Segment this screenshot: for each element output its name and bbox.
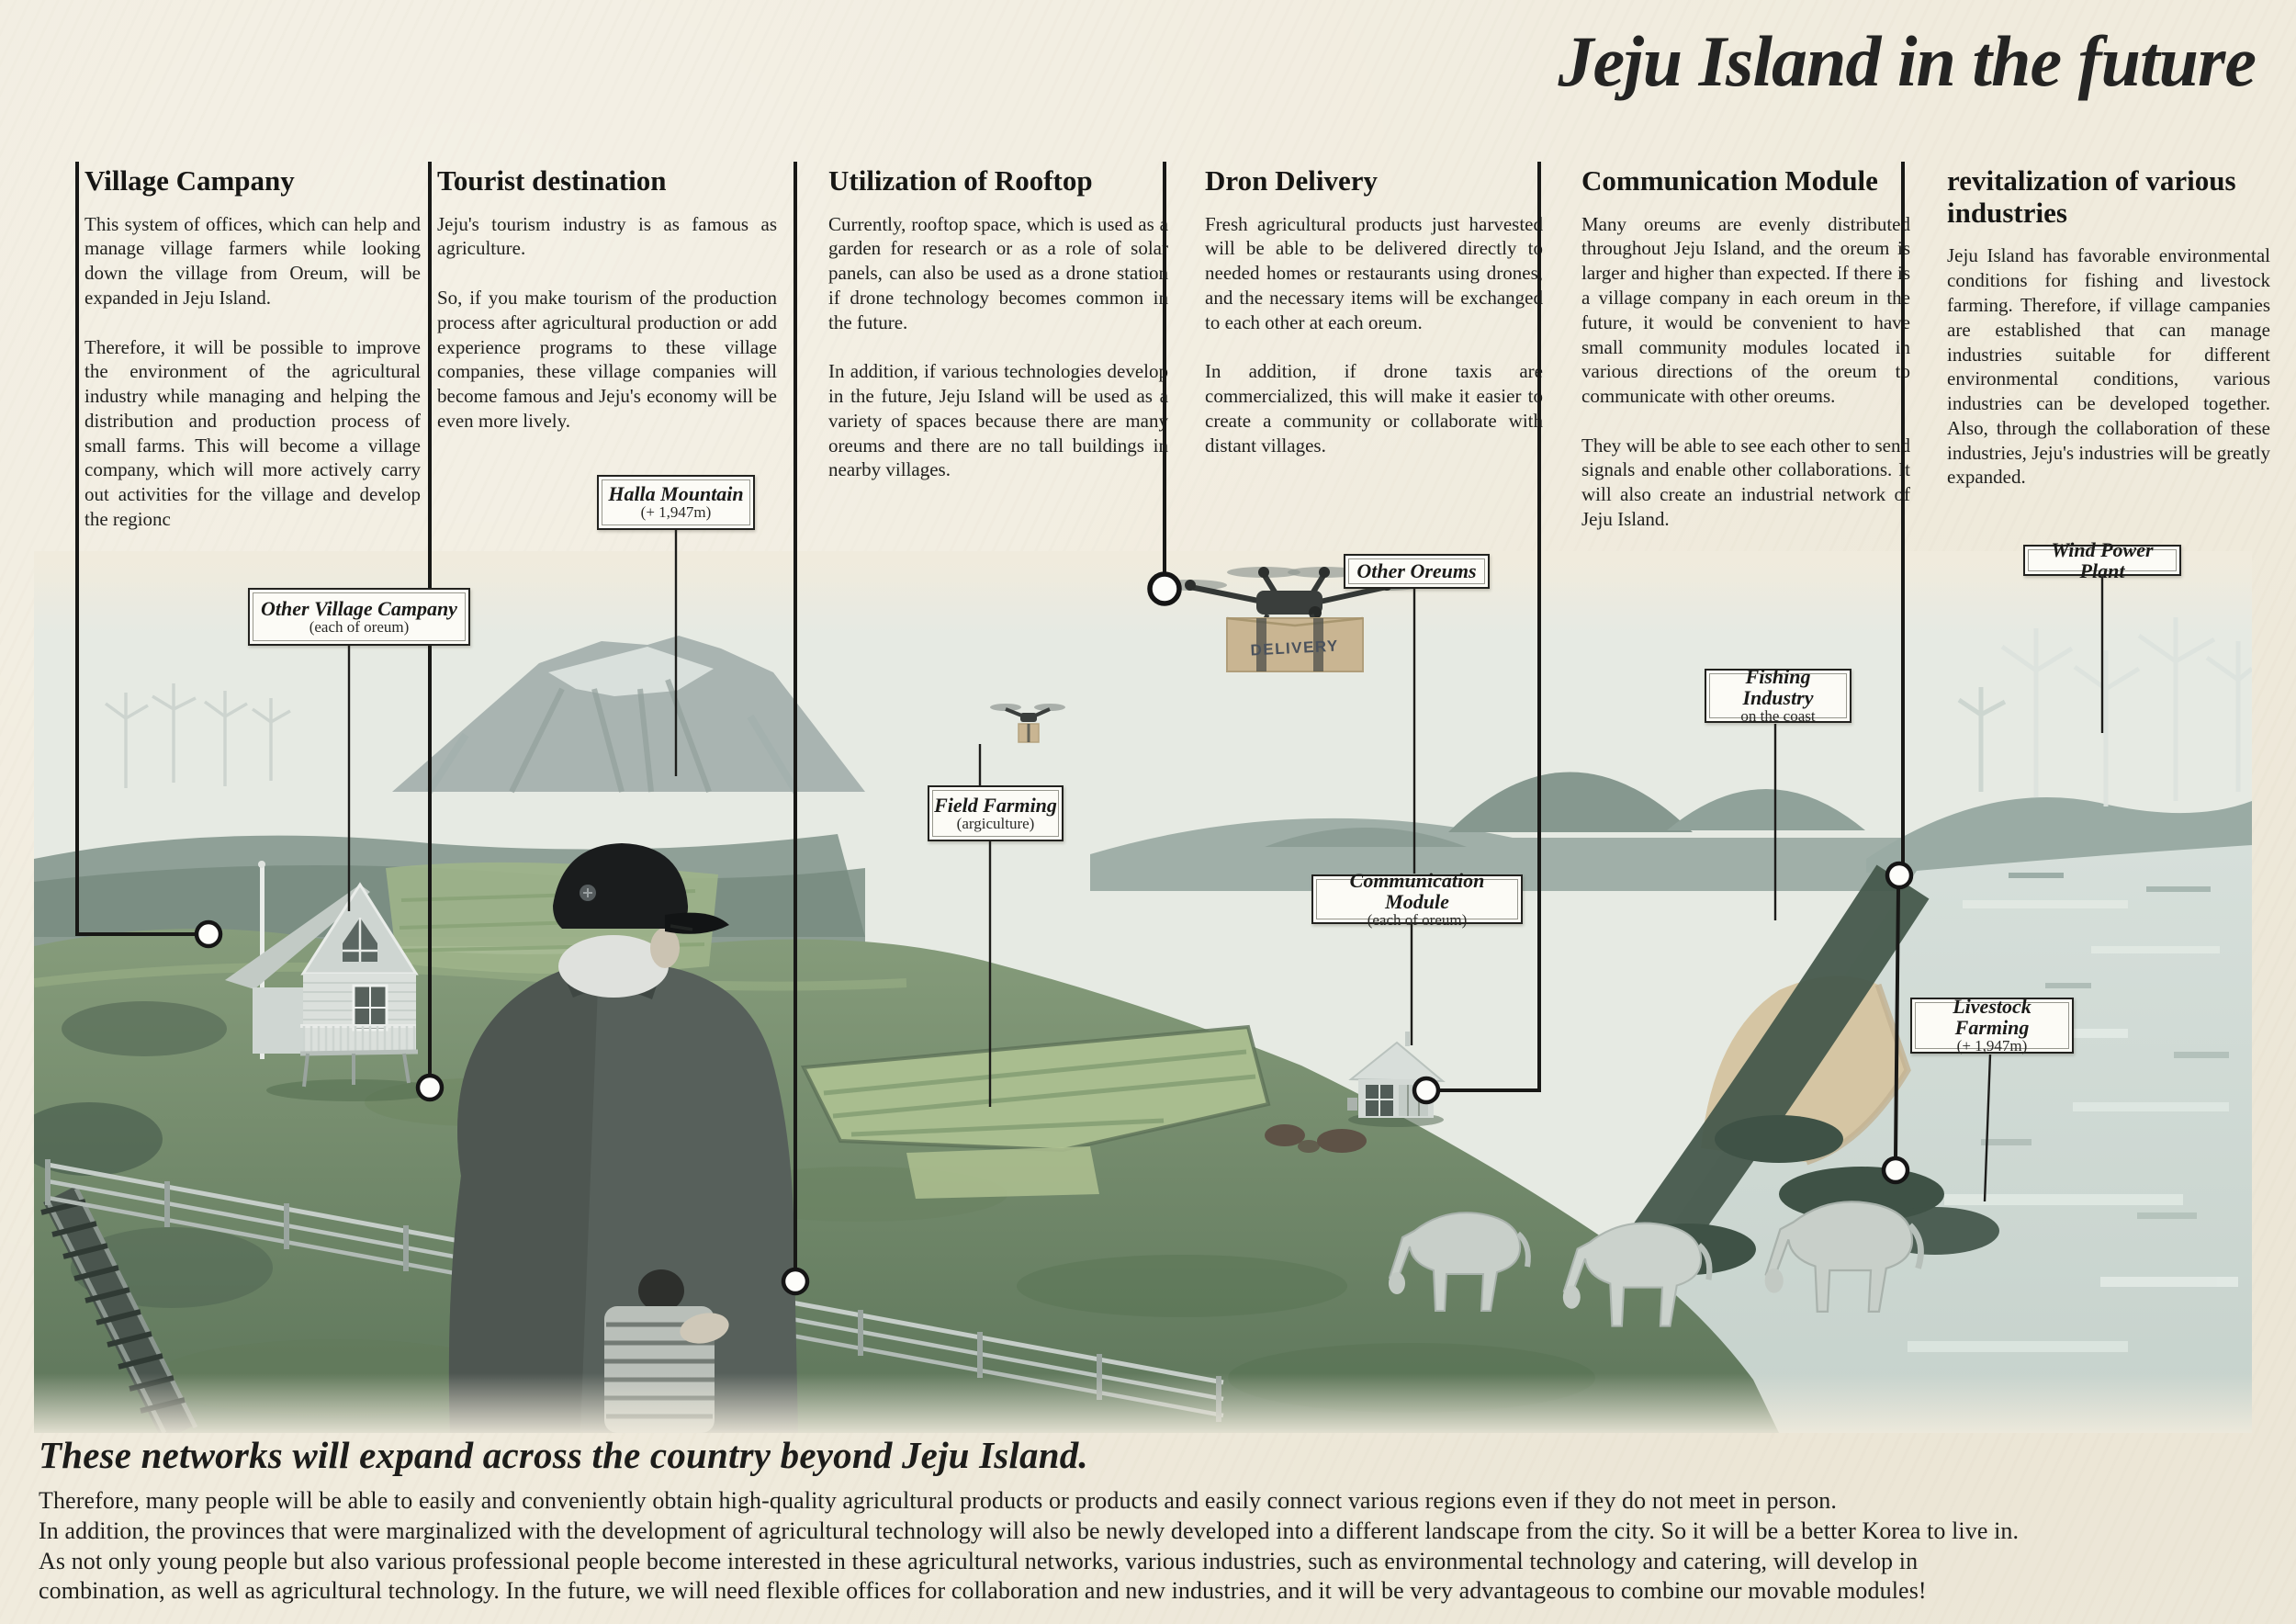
oreum-dome-3 bbox=[1265, 828, 1467, 847]
callout-halla-mountain: Halla Mountain (+ 1,947m) bbox=[597, 475, 755, 530]
callout-wind-power-plant: Wind Power Plant bbox=[2023, 539, 2181, 581]
sea bbox=[1529, 845, 2252, 1433]
callout-title: Wind Power Plant bbox=[2051, 537, 2154, 582]
callout-other-village-company: Other Village Campany (each of oreum) bbox=[248, 588, 470, 646]
old-man-and-child-illustration bbox=[448, 843, 798, 1433]
small-drone-illustration bbox=[990, 704, 1065, 743]
column-dron-delivery: Dron Delivery Fresh agricultural product… bbox=[1205, 164, 1543, 457]
column-body: Fresh agricultural products just harvest… bbox=[1205, 212, 1543, 457]
column-heading: Utilization of Rooftop bbox=[828, 164, 1093, 197]
village-house-illustration bbox=[225, 861, 441, 1101]
column-heading: Communication Module bbox=[1581, 164, 1878, 197]
column-heading: revitalization of various industries bbox=[1947, 164, 2236, 229]
wind-turbines-right bbox=[1957, 617, 2252, 806]
column-body: Jeju Island has favorable environmental … bbox=[1947, 244, 2270, 489]
column-communication-module: Communication Module Many oreums are eve… bbox=[1581, 164, 1910, 532]
callout-title: Other Oreums bbox=[1356, 559, 1477, 583]
horse-2 bbox=[1562, 1222, 1713, 1327]
column-heading: Dron Delivery bbox=[1205, 164, 1378, 197]
column-heading: Tourist destination bbox=[437, 164, 667, 197]
callout-title: Halla Mountain bbox=[608, 482, 744, 506]
column-rooftop: Utilization of Rooftop Currently, roofto… bbox=[828, 164, 1168, 482]
callout-subtitle: (each of oreum) bbox=[309, 617, 410, 636]
column-body: This system of offices, which can help a… bbox=[84, 212, 421, 530]
bottom-fade bbox=[34, 1373, 2252, 1433]
callout-title: Communication Module bbox=[1349, 868, 1485, 913]
sea-waves bbox=[1908, 873, 2238, 1352]
callout-other-oreums: Other Oreums bbox=[1344, 554, 1490, 589]
callout-subtitle: on the coast bbox=[1740, 707, 1816, 726]
column-body: Currently, rooftop space, which is used … bbox=[828, 212, 1168, 481]
callout-subtitle: (+ 1,947m) bbox=[640, 503, 712, 522]
callout-title: Field Farming bbox=[934, 793, 1057, 817]
horse-1 bbox=[1388, 1212, 1531, 1312]
callout-subtitle: (argiculture) bbox=[956, 814, 1035, 832]
footer-body: Therefore, many people will be able to e… bbox=[39, 1487, 2020, 1605]
callout-title: Livestock Farming bbox=[1953, 995, 2032, 1040]
page-title: Jeju Island in the future bbox=[1558, 21, 2257, 101]
cattle bbox=[1265, 1124, 1367, 1153]
column-tourist-destination: Tourist destination Jeju's tourism indus… bbox=[437, 164, 777, 434]
column-revitalization: revitalization of various industries Jej… bbox=[1947, 164, 2270, 490]
callout-fishing-industry: Fishing Industry on the coast bbox=[1705, 665, 1851, 726]
column-body: Jeju's tourism industry is as famous as … bbox=[437, 212, 777, 432]
column-body: Many oreums are evenly distributed throu… bbox=[1581, 212, 1910, 530]
column-village-company: Village Campany This system of offices, … bbox=[84, 164, 421, 532]
terraced-fields bbox=[800, 1024, 1271, 1199]
callout-subtitle: (each of oreum) bbox=[1367, 910, 1468, 929]
callout-subtitle: (+ 1,947m) bbox=[1956, 1037, 2028, 1055]
callout-title: Fishing Industry bbox=[1742, 665, 1814, 710]
callout-title: Other Village Campany bbox=[261, 596, 457, 620]
footer-section: These networks will expand across the co… bbox=[39, 1433, 2265, 1607]
callout-communication-module: Communication Module (each of oreum) bbox=[1311, 869, 1523, 928]
callout-livestock-farming: Livestock Farming (+ 1,947m) bbox=[1910, 995, 2074, 1055]
column-heading: Village Campany bbox=[84, 164, 295, 197]
footer-heading: These networks will expand across the co… bbox=[39, 1434, 1088, 1476]
callout-field-farming: Field Farming (argiculture) bbox=[928, 785, 1064, 841]
horse-3 bbox=[1764, 1201, 1924, 1313]
jeju-landscape-photomontage: DELIVERY bbox=[34, 551, 2252, 1433]
